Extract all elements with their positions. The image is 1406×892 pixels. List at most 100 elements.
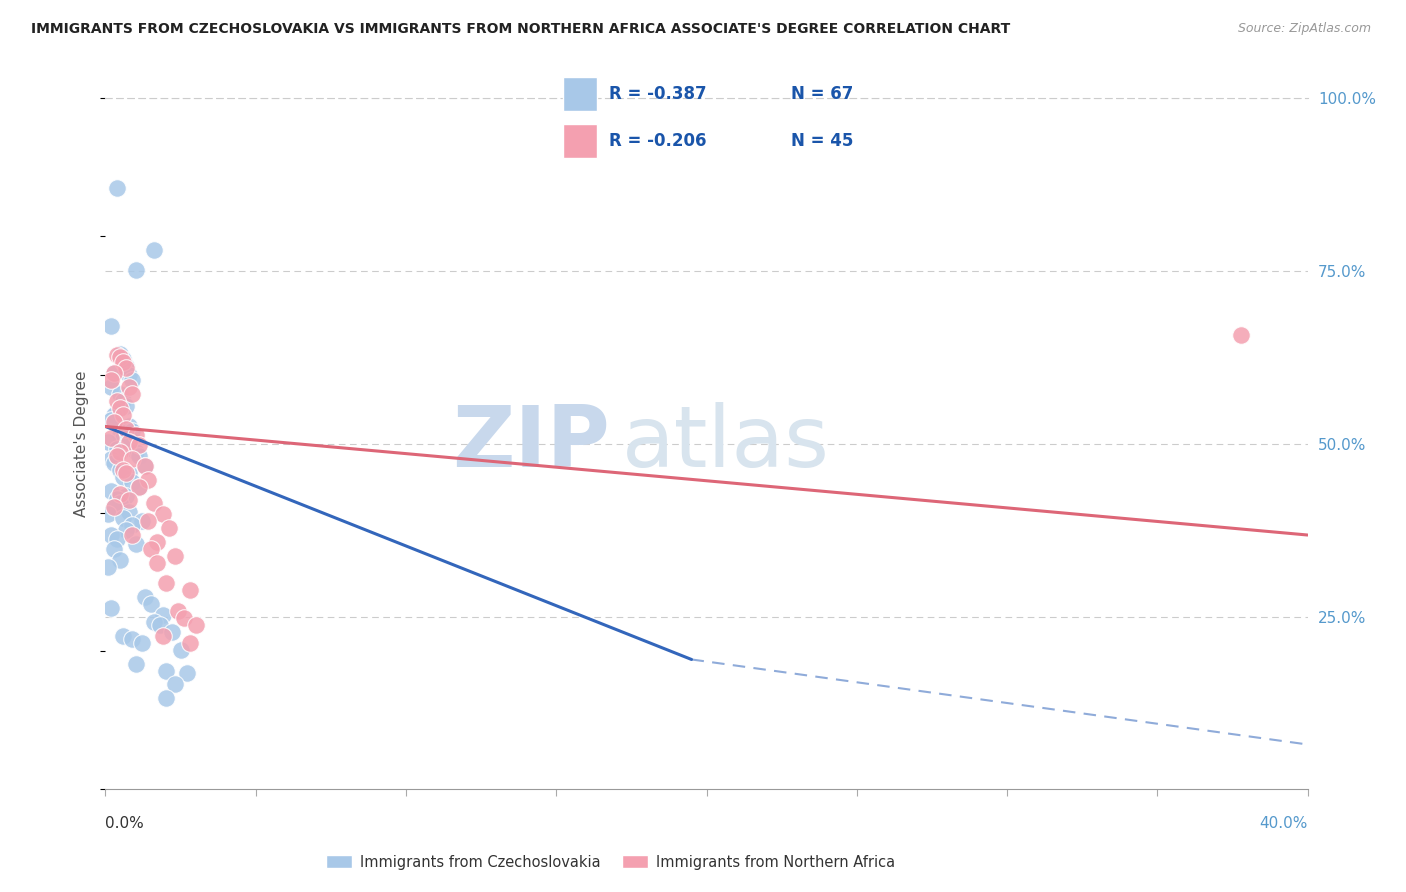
Point [131, 636, 153, 650]
Point [110, 463, 132, 477]
Point [110, 351, 132, 365]
Point [128, 480, 150, 494]
Point [142, 615, 165, 629]
Point [110, 387, 132, 401]
Point [136, 473, 159, 487]
Point [176, 666, 198, 681]
Point [112, 470, 135, 484]
Point [124, 428, 146, 442]
Point [121, 475, 143, 489]
Point [115, 523, 138, 537]
Point [107, 532, 129, 546]
Point [100, 483, 122, 498]
Point [115, 360, 138, 375]
Point [112, 352, 135, 367]
Point [121, 373, 143, 387]
Point [134, 591, 156, 605]
Point [118, 368, 141, 382]
Point [155, 576, 177, 591]
Point [128, 438, 150, 452]
Point [136, 514, 159, 528]
Point [103, 500, 125, 515]
Point [100, 528, 122, 542]
Point [152, 608, 174, 623]
Point [110, 495, 132, 509]
Point [103, 541, 125, 556]
Point [134, 458, 156, 473]
Point [118, 504, 141, 518]
Point [115, 421, 138, 435]
Point [103, 500, 125, 515]
Point [112, 431, 135, 445]
Point [145, 556, 167, 570]
Point [166, 604, 188, 618]
Text: IMMIGRANTS FROM CZECHOSLOVAKIA VS IMMIGRANTS FROM NORTHERN AFRICA ASSOCIATE'S DE: IMMIGRANTS FROM CZECHOSLOVAKIA VS IMMIGR… [31, 22, 1010, 37]
Point [121, 632, 143, 646]
Legend: Immigrants from Czechoslovakia, Immigrants from Northern Africa: Immigrants from Czechoslovakia, Immigran… [321, 849, 900, 875]
Point [107, 181, 129, 195]
Point [139, 597, 162, 611]
Point [97, 559, 120, 574]
Point [100, 319, 122, 334]
Point [103, 408, 125, 422]
Point [118, 435, 141, 450]
Point [121, 387, 143, 401]
Point [115, 359, 138, 374]
Point [142, 244, 165, 258]
Point [112, 408, 135, 422]
Text: R = -0.206: R = -0.206 [609, 132, 706, 150]
Text: atlas: atlas [623, 402, 831, 485]
Point [1230, 327, 1253, 342]
Point [115, 466, 138, 480]
Point [107, 393, 129, 408]
Point [121, 528, 143, 542]
Point [173, 611, 195, 625]
Text: ZIP: ZIP [453, 402, 610, 485]
Point [145, 535, 167, 549]
Point [118, 493, 141, 508]
Point [100, 452, 122, 467]
Point [110, 428, 132, 442]
Point [128, 449, 150, 463]
Y-axis label: Associate's Degree: Associate's Degree [75, 370, 90, 517]
Point [112, 629, 135, 643]
Point [157, 521, 180, 535]
Point [112, 511, 135, 525]
Point [107, 442, 129, 457]
Point [184, 618, 207, 632]
Point [107, 348, 129, 362]
Point [112, 393, 135, 408]
Point [100, 431, 122, 445]
Point [124, 657, 146, 671]
Point [110, 486, 132, 500]
Point [179, 583, 201, 598]
Point [112, 463, 135, 477]
Point [134, 458, 156, 473]
Point [112, 355, 135, 369]
Text: N = 67: N = 67 [790, 85, 853, 103]
Point [155, 664, 177, 678]
Point [152, 508, 174, 522]
Point [121, 518, 143, 533]
Point [107, 492, 129, 507]
Point [110, 445, 132, 459]
Point [155, 691, 177, 706]
Point [121, 425, 143, 439]
Point [163, 677, 186, 691]
Point [100, 373, 122, 387]
Point [142, 495, 165, 509]
Point [118, 380, 141, 394]
Point [139, 541, 162, 556]
Point [115, 399, 138, 413]
Point [128, 480, 150, 494]
Bar [562, 124, 598, 158]
Point [148, 618, 170, 632]
Point [118, 466, 141, 480]
Point [107, 449, 129, 463]
Text: N = 45: N = 45 [790, 132, 853, 150]
Point [124, 537, 146, 551]
Point [179, 636, 201, 650]
Point [100, 412, 122, 426]
Point [152, 629, 174, 643]
Point [110, 401, 132, 415]
